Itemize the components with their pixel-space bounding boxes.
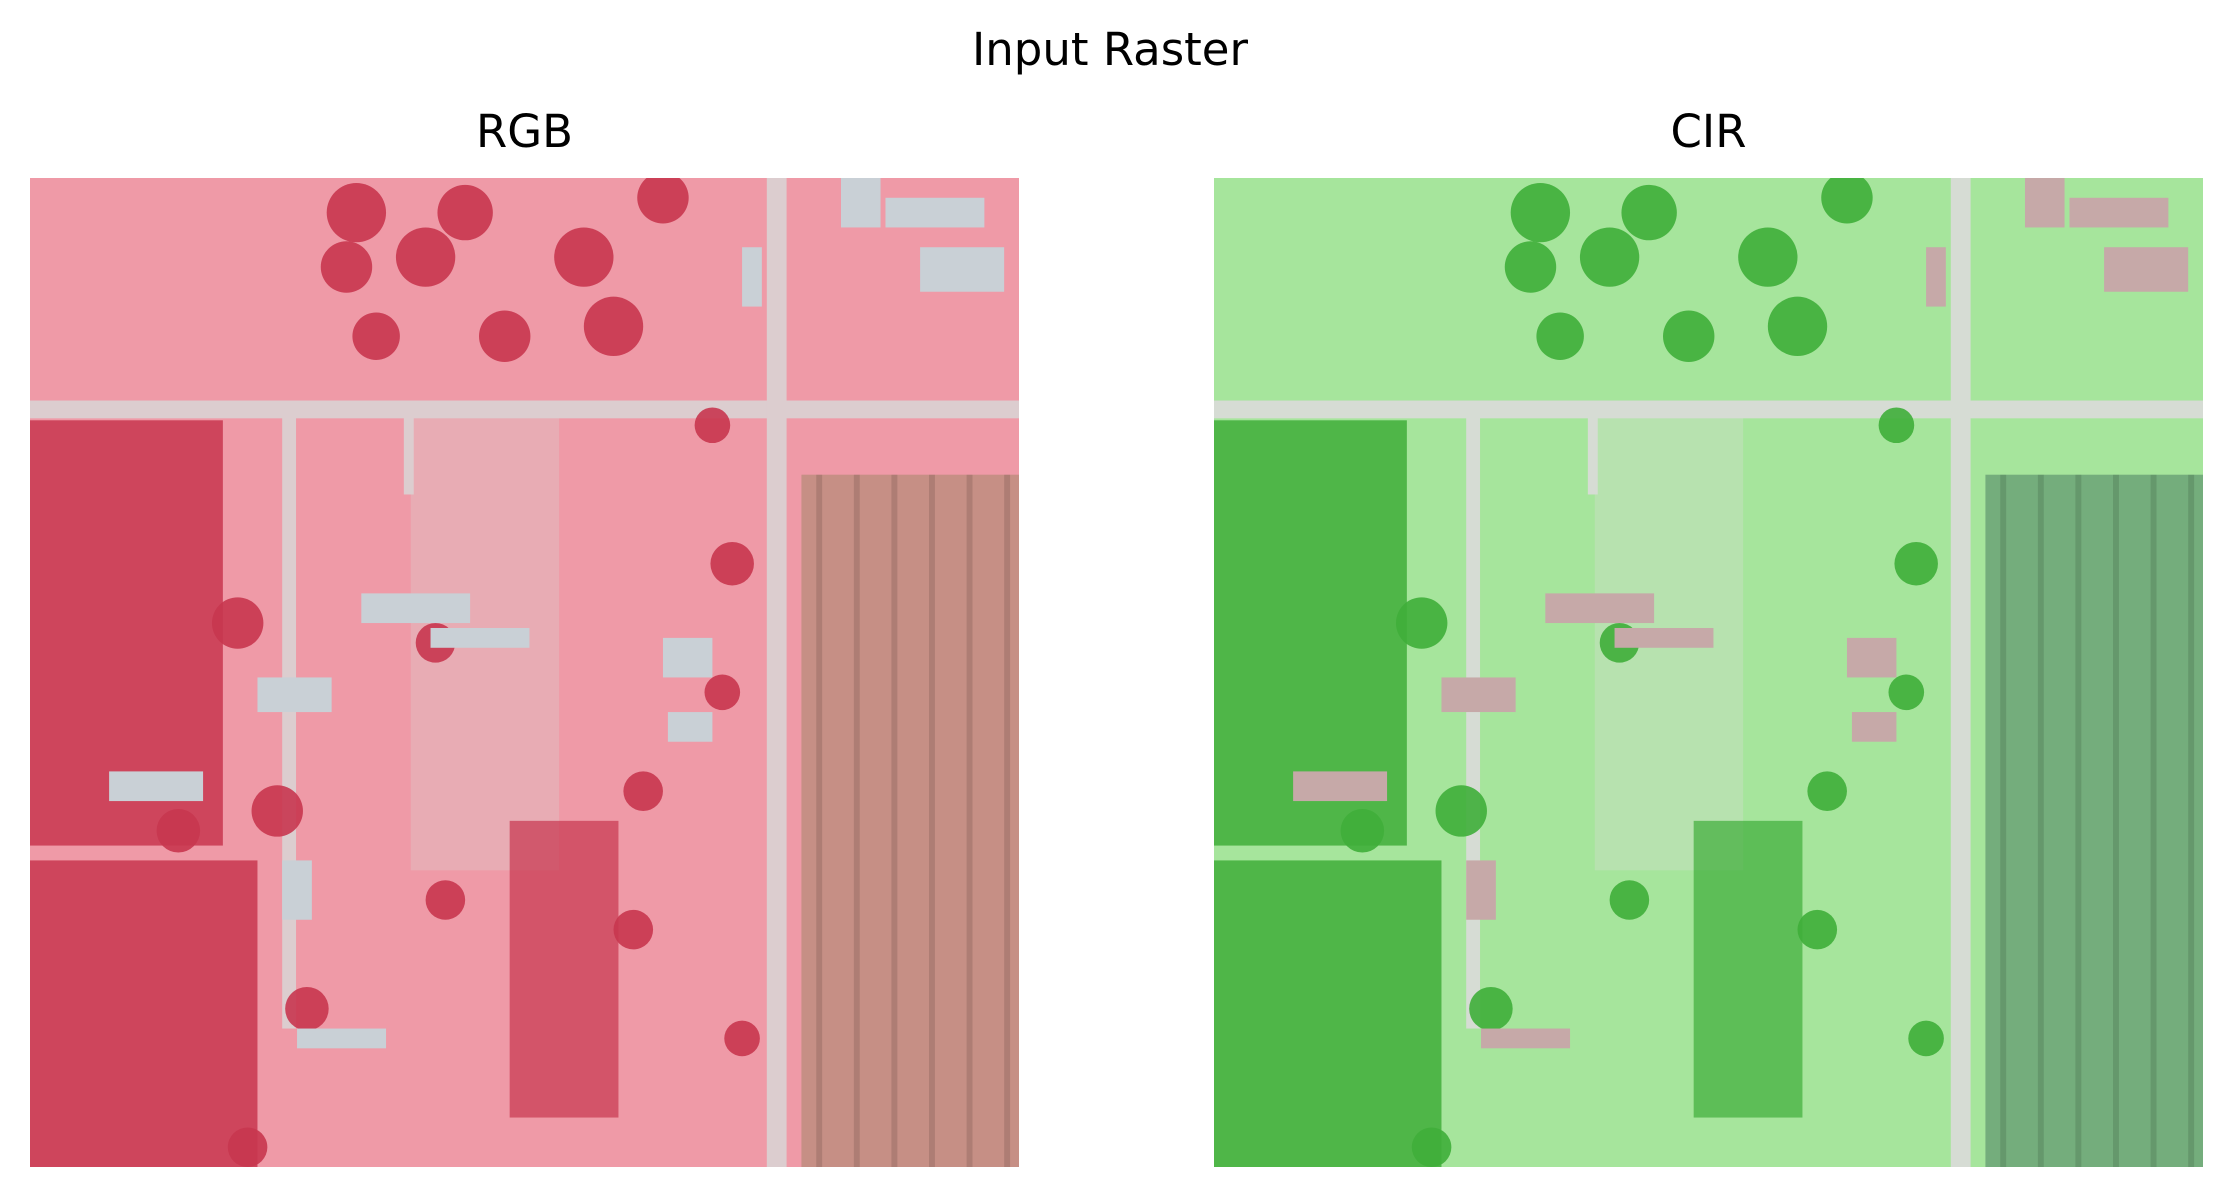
tree-canopy	[352, 312, 400, 360]
furrow-line	[816, 474, 823, 1167]
tree-row	[509, 820, 619, 1118]
tree-canopy	[613, 909, 654, 950]
farm-building	[1614, 627, 1714, 648]
farm-building	[662, 637, 713, 678]
tree-canopy	[1821, 178, 1873, 224]
furrow-line	[2113, 474, 2119, 1167]
furrow-line	[891, 474, 898, 1167]
farm-building	[840, 178, 881, 228]
lane	[1587, 415, 1598, 495]
tree-canopy	[1411, 1127, 1452, 1167]
driveway	[282, 415, 297, 1029]
farm-building	[920, 247, 1005, 292]
farm-building	[1466, 860, 1496, 920]
tree-canopy	[425, 880, 466, 920]
tree-canopy	[437, 184, 493, 241]
farm-building	[2024, 178, 2065, 228]
woodland-southwest	[30, 860, 258, 1167]
farm-building	[885, 197, 985, 228]
plowed-field	[1985, 474, 2203, 1167]
tree-canopy	[1395, 597, 1448, 649]
panel-rgb-title: RGB	[475, 105, 573, 158]
furrow-line	[2037, 474, 2044, 1167]
woodland-southwest	[1214, 860, 1442, 1167]
farm-building	[1851, 712, 1897, 742]
tree-canopy	[479, 310, 531, 362]
tree-canopy	[1797, 909, 1838, 950]
tree-canopy	[326, 182, 387, 243]
driveway	[1466, 415, 1481, 1029]
tree-canopy	[710, 541, 754, 586]
tree-canopy	[1888, 674, 1925, 711]
tree-canopy	[1536, 312, 1584, 360]
farm-building	[257, 677, 332, 713]
tree-canopy	[1469, 987, 1513, 1031]
tree-canopy	[395, 227, 456, 287]
farm-building	[742, 247, 762, 307]
farm-building	[109, 771, 204, 802]
main-road	[1214, 400, 2203, 419]
tree-canopy	[1510, 182, 1571, 243]
panel-cir-title: CIR	[1670, 105, 1747, 158]
tree-canopy	[1663, 310, 1715, 362]
tree-canopy	[1894, 541, 1938, 586]
tree-canopy	[724, 1020, 760, 1057]
tree-canopy	[1767, 296, 1828, 357]
farm-building	[2104, 247, 2189, 292]
tree-canopy	[1807, 771, 1847, 811]
tree-canopy	[320, 241, 373, 293]
tree-canopy	[1435, 785, 1487, 837]
farm-building	[1545, 593, 1655, 624]
tree-canopy	[704, 674, 741, 711]
rgb-aerial-image	[30, 178, 1019, 1167]
tree-canopy	[1878, 407, 1915, 444]
tree-canopy	[1340, 808, 1385, 853]
furrow-line	[966, 474, 973, 1167]
main-road	[30, 400, 1019, 419]
furrow-line	[1004, 474, 1011, 1167]
farm-building	[430, 627, 530, 648]
tree-canopy	[1609, 880, 1650, 920]
furrow-line	[2188, 474, 2195, 1167]
tree-canopy	[285, 987, 329, 1031]
tree-canopy	[156, 808, 201, 853]
cir-aerial-image	[1214, 178, 2203, 1167]
tree-row	[1693, 820, 1803, 1118]
tree-canopy	[694, 407, 731, 444]
furrow-line	[2150, 474, 2157, 1167]
tree-canopy	[211, 597, 264, 649]
tree-canopy	[637, 178, 689, 224]
tree-canopy	[1579, 227, 1640, 287]
farm-building	[1926, 247, 1946, 307]
farm-building	[2069, 197, 2169, 228]
tree-canopy	[623, 771, 663, 811]
farm-building	[297, 1028, 387, 1049]
tree-canopy	[1621, 184, 1677, 241]
furrow-line	[2000, 474, 2007, 1167]
tree-canopy	[1738, 227, 1798, 287]
farm-building	[667, 712, 713, 742]
farm-building	[361, 593, 471, 624]
furrow-line	[929, 474, 935, 1167]
farm-building	[1846, 637, 1897, 678]
farm-building	[1293, 771, 1388, 802]
plowed-field	[801, 474, 1019, 1167]
farm-building	[1481, 1028, 1571, 1049]
tree-canopy	[227, 1127, 268, 1167]
lane	[403, 415, 414, 495]
farm-building	[282, 860, 312, 920]
furrow-line	[853, 474, 860, 1167]
tree-canopy	[583, 296, 644, 357]
tree-canopy	[1908, 1020, 1944, 1057]
farm-building	[1441, 677, 1516, 713]
tree-canopy	[1504, 241, 1557, 293]
figure-title: Input Raster	[972, 23, 1248, 76]
side-road	[1950, 178, 1971, 1167]
tree-canopy	[251, 785, 303, 837]
side-road	[766, 178, 787, 1167]
furrow-line	[2075, 474, 2082, 1167]
tree-canopy	[554, 227, 614, 287]
